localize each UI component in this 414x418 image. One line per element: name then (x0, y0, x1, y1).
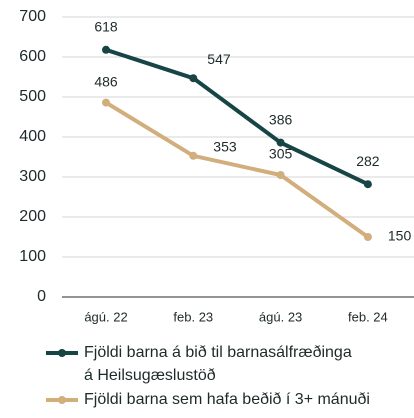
point (276, 138, 285, 147)
legend-label: Fjöldi barna sem hafa beðið í 3+ mánuði (84, 391, 370, 408)
data-label: 486 (94, 73, 118, 89)
point (276, 171, 285, 179)
y-tick-label: 300 (19, 168, 46, 185)
data-label: 282 (356, 153, 380, 169)
data-label: 547 (207, 51, 231, 67)
x-tick-label: ágú. 23 (259, 309, 302, 324)
y-tick-label: 200 (19, 208, 46, 225)
data-label: 618 (94, 19, 118, 35)
y-tick-label: 600 (19, 48, 46, 65)
point (189, 151, 198, 160)
y-tick-label: 500 (19, 88, 46, 105)
data-label: 305 (269, 146, 293, 162)
x-tick-label: ágú. 22 (84, 309, 127, 324)
x-tick-label: feb. 24 (348, 309, 388, 324)
data-label: 150 (388, 228, 412, 244)
line (105, 47, 369, 187)
data-label: 386 (269, 111, 293, 127)
y-tick-label: 700 (19, 8, 46, 25)
point (102, 98, 110, 107)
y-tick-label: 400 (19, 128, 46, 145)
y-tick-label: 0 (37, 288, 46, 305)
point (102, 45, 110, 54)
point (363, 180, 372, 189)
point (189, 74, 198, 83)
point (363, 233, 372, 241)
line (104, 100, 370, 239)
y-tick-label: 100 (19, 248, 46, 265)
legend-marker (58, 349, 66, 357)
data-label: 353 (213, 139, 237, 155)
x-tick-label: feb. 23 (173, 309, 213, 324)
legend-marker (58, 396, 66, 404)
legend-label: Fjöldi barna á bið til barnasálfræðinga á… (84, 344, 352, 384)
